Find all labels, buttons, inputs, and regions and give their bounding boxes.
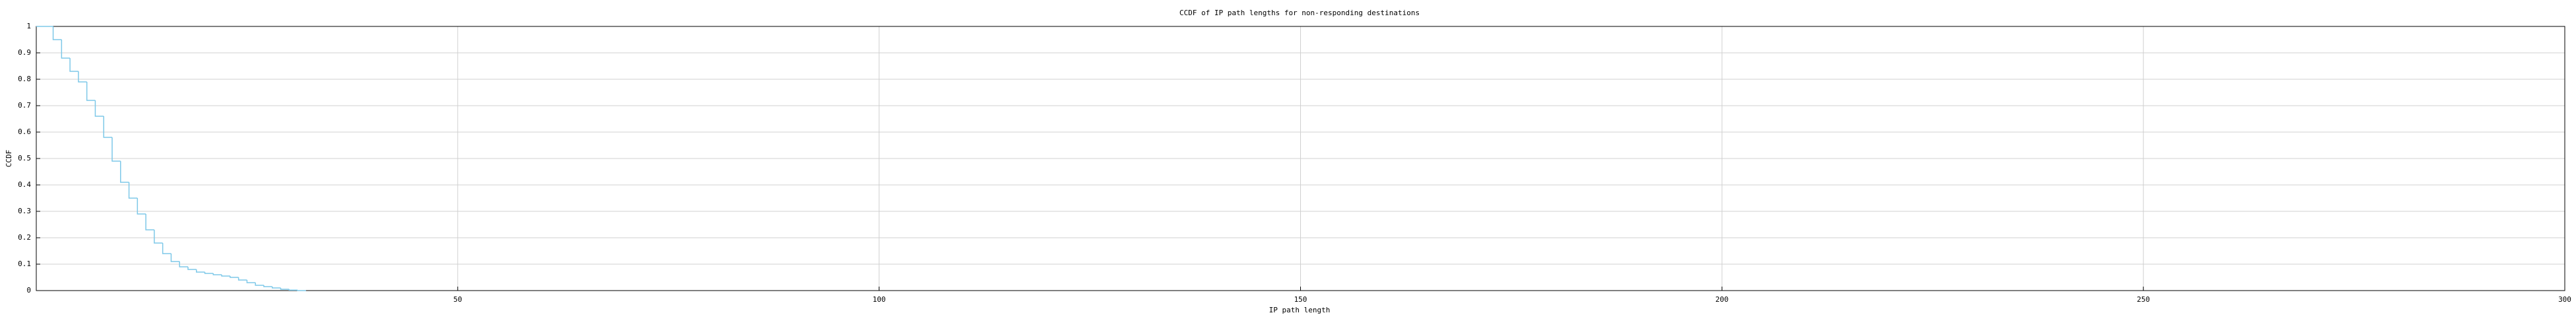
step-segment bbox=[78, 71, 87, 83]
step-segment bbox=[61, 40, 71, 59]
step-segment bbox=[145, 214, 154, 230]
y-tick-label: 0.4 bbox=[18, 180, 31, 189]
x-tick-label: 250 bbox=[2137, 295, 2150, 304]
y-tick-label: 0 bbox=[26, 286, 31, 295]
y-tick-label: 0.7 bbox=[18, 101, 31, 110]
step-segment bbox=[179, 262, 188, 267]
x-axis-label: IP path length bbox=[1269, 306, 1331, 314]
chart-title: CCDF of IP path lengths for non-respondi… bbox=[1179, 9, 1420, 17]
y-axis-label: CCDF bbox=[5, 150, 13, 168]
step-segment bbox=[154, 230, 163, 244]
y-tick-label: 0.3 bbox=[18, 207, 31, 215]
step-segment bbox=[111, 137, 121, 162]
x-tick-label: 150 bbox=[1294, 295, 1307, 304]
y-tick-label: 1 bbox=[26, 22, 31, 30]
y-tick-label: 0.6 bbox=[18, 127, 31, 136]
step-segment bbox=[297, 290, 306, 291]
step-segment bbox=[246, 280, 256, 283]
x-tick-label: 200 bbox=[1715, 295, 1728, 304]
step-segment bbox=[288, 289, 298, 291]
step-segment bbox=[237, 277, 247, 281]
step-segment bbox=[263, 285, 272, 287]
step-segment bbox=[255, 283, 264, 286]
step-segment bbox=[196, 269, 205, 273]
step-segment bbox=[230, 276, 239, 278]
y-tick-label: 0.8 bbox=[18, 75, 31, 83]
step-segment bbox=[103, 116, 112, 138]
step-segment bbox=[137, 198, 146, 215]
step-segment bbox=[280, 288, 290, 290]
step-segment bbox=[52, 26, 62, 40]
step-segment bbox=[204, 272, 214, 274]
x-tick-label: 300 bbox=[2558, 295, 2571, 304]
y-tick-label: 0.1 bbox=[18, 260, 31, 268]
y-tick-label: 0.9 bbox=[18, 48, 31, 57]
x-tick-label: 100 bbox=[873, 295, 886, 304]
step-segment bbox=[86, 82, 96, 101]
step-segment bbox=[187, 267, 197, 270]
step-segment bbox=[170, 254, 180, 262]
step-segment bbox=[120, 161, 129, 183]
step-segment bbox=[212, 273, 222, 275]
step-segment bbox=[271, 287, 281, 289]
step-segment bbox=[69, 58, 79, 72]
x-tick-label: 50 bbox=[453, 295, 462, 304]
y-tick-label: 0.5 bbox=[18, 154, 31, 162]
step-segment bbox=[128, 182, 138, 199]
step-segment bbox=[162, 243, 172, 254]
step-segment bbox=[94, 100, 104, 117]
step-segment bbox=[221, 275, 230, 277]
y-tick-label: 0.2 bbox=[18, 233, 31, 242]
plot-frame bbox=[36, 26, 2565, 291]
